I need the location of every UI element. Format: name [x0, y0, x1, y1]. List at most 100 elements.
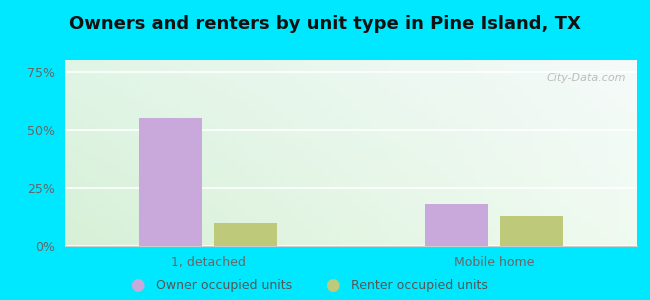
- Bar: [513, 131, 523, 134]
- Bar: [456, 159, 465, 162]
- Bar: [456, 122, 465, 125]
- Bar: [570, 91, 580, 94]
- Bar: [437, 119, 447, 122]
- Bar: [590, 178, 599, 181]
- Bar: [75, 76, 84, 79]
- Bar: [513, 206, 523, 209]
- Bar: [103, 85, 112, 88]
- Bar: [551, 230, 561, 234]
- Bar: [122, 131, 132, 134]
- Bar: [322, 190, 332, 193]
- Bar: [380, 224, 389, 227]
- Bar: [370, 119, 380, 122]
- Bar: [179, 230, 189, 234]
- Bar: [447, 103, 456, 106]
- Bar: [590, 175, 599, 178]
- Bar: [504, 184, 513, 187]
- Bar: [284, 230, 294, 234]
- Bar: [590, 94, 599, 97]
- Bar: [284, 153, 294, 156]
- Bar: [284, 82, 294, 85]
- Bar: [408, 72, 418, 76]
- Bar: [561, 234, 570, 237]
- Bar: [313, 131, 322, 134]
- Bar: [170, 141, 179, 144]
- Bar: [170, 200, 179, 202]
- Bar: [304, 106, 313, 110]
- Bar: [570, 234, 580, 237]
- Bar: [189, 159, 198, 162]
- Bar: [523, 190, 532, 193]
- Bar: [304, 153, 313, 156]
- Bar: [475, 150, 484, 153]
- Bar: [389, 103, 398, 106]
- Bar: [246, 103, 255, 106]
- Bar: [570, 187, 580, 190]
- Bar: [341, 159, 351, 162]
- Bar: [551, 128, 561, 131]
- Bar: [590, 60, 599, 63]
- Bar: [332, 141, 341, 144]
- Bar: [465, 79, 475, 82]
- Bar: [618, 153, 627, 156]
- Bar: [313, 82, 322, 85]
- Bar: [341, 190, 351, 193]
- Bar: [484, 63, 494, 66]
- Bar: [237, 147, 246, 150]
- Bar: [65, 243, 75, 246]
- Bar: [189, 240, 198, 243]
- Bar: [332, 110, 341, 113]
- Bar: [84, 97, 94, 100]
- Bar: [189, 237, 198, 240]
- Bar: [237, 162, 246, 165]
- Bar: [322, 187, 332, 190]
- Bar: [541, 178, 551, 181]
- Bar: [551, 119, 561, 122]
- Bar: [246, 240, 255, 243]
- Bar: [494, 234, 504, 237]
- Bar: [494, 88, 504, 91]
- Bar: [161, 193, 170, 197]
- Bar: [294, 212, 304, 215]
- Bar: [447, 85, 456, 88]
- Bar: [475, 137, 484, 141]
- Bar: [237, 165, 246, 169]
- Bar: [198, 243, 208, 246]
- Bar: [227, 206, 237, 209]
- Bar: [541, 153, 551, 156]
- Bar: [494, 79, 504, 82]
- Bar: [294, 215, 304, 218]
- Bar: [590, 144, 599, 147]
- Bar: [380, 128, 389, 131]
- Bar: [198, 94, 208, 97]
- Bar: [198, 131, 208, 134]
- Bar: [151, 196, 161, 200]
- Bar: [246, 63, 255, 66]
- Bar: [447, 234, 456, 237]
- Bar: [551, 103, 561, 106]
- Bar: [389, 153, 398, 156]
- Bar: [494, 212, 504, 215]
- Bar: [447, 243, 456, 246]
- Bar: [170, 72, 179, 76]
- Bar: [284, 215, 294, 218]
- Bar: [541, 60, 551, 63]
- Bar: [208, 128, 218, 131]
- Bar: [208, 193, 218, 197]
- Bar: [456, 128, 465, 131]
- Bar: [504, 187, 513, 190]
- Bar: [608, 190, 618, 193]
- Bar: [465, 94, 475, 97]
- Bar: [322, 240, 332, 243]
- Bar: [494, 184, 504, 187]
- Bar: [523, 116, 532, 119]
- Bar: [132, 193, 141, 197]
- Bar: [590, 227, 599, 230]
- Bar: [284, 128, 294, 131]
- Bar: [475, 178, 484, 181]
- Bar: [380, 153, 389, 156]
- Bar: [198, 187, 208, 190]
- Bar: [227, 187, 237, 190]
- Bar: [75, 131, 84, 134]
- Bar: [551, 66, 561, 69]
